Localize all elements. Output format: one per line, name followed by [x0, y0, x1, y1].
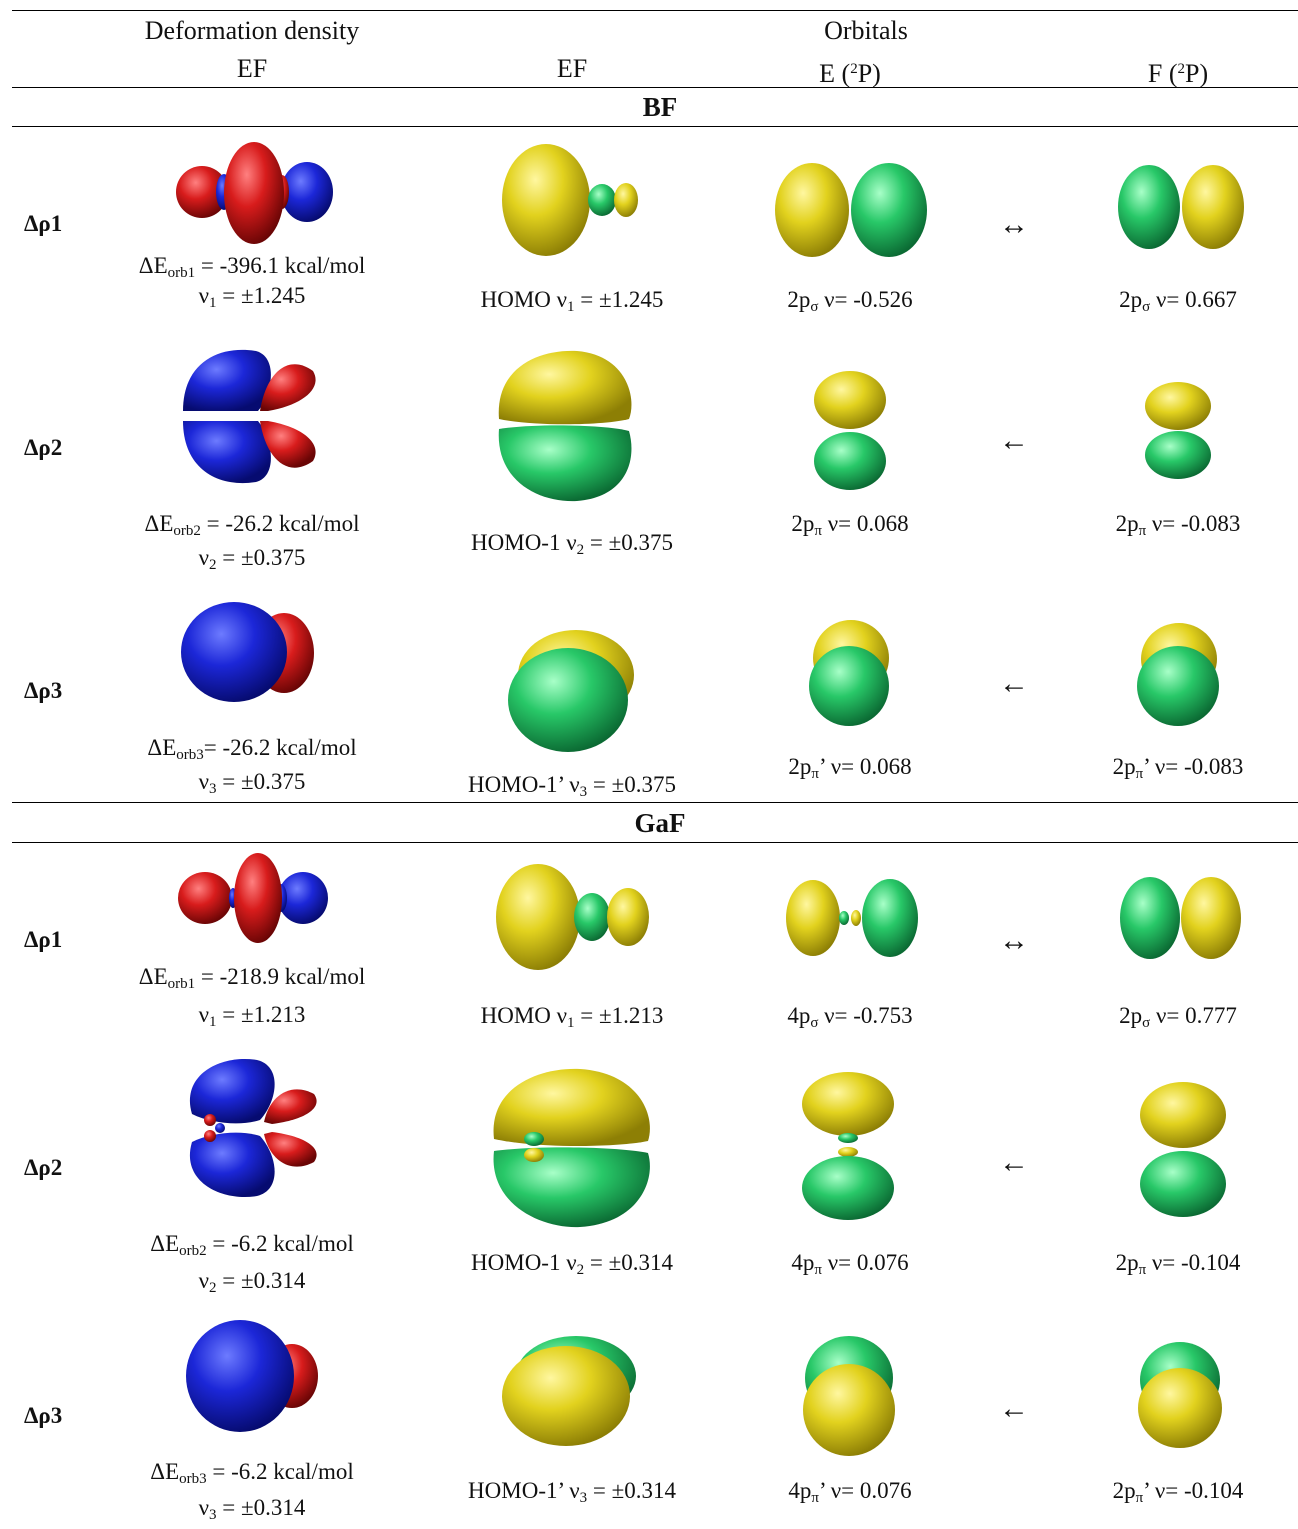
f-orbital-isosurface [1145, 382, 1211, 479]
deformation-density-isosurface [183, 349, 316, 484]
header-rule [12, 87, 1298, 88]
f-orbital-label: 2pπ’ ν= -0.104 [1112, 1478, 1244, 1506]
row-label: Δρ2 [24, 435, 63, 460]
e-orbital-isosurface [802, 1072, 894, 1220]
header-col-ef-2: EF [556, 54, 588, 83]
nu-label: ν1 = ±1.245 [198, 283, 306, 311]
section-rule-top-gaf [12, 802, 1298, 803]
top-rule [12, 10, 1298, 11]
f-orbital-label: 2pπ ν= -0.083 [1115, 511, 1241, 539]
homo-label: HOMO ν1 = ±1.213 [480, 1003, 664, 1031]
e-orbital-label: 2pπ ν= 0.068 [791, 511, 909, 539]
homo-isosurface [508, 630, 634, 752]
homo-label: HOMO ν1 = ±1.245 [480, 287, 664, 315]
e-orbital-isosurface [786, 879, 918, 957]
f-orbital-label: 2pσ ν= 0.667 [1119, 287, 1237, 315]
deformation-density-isosurface [176, 142, 333, 244]
section-title-bf: BF [642, 92, 678, 122]
header-deformation-density: Deformation density [144, 16, 360, 45]
interaction-arrow: ↔ [999, 208, 1029, 241]
homo-label: HOMO-1 ν2 = ±0.314 [471, 1250, 673, 1278]
header-col-ef-1: EF [236, 54, 268, 83]
nu-label: ν3 = ±0.314 [198, 1495, 306, 1523]
energy-label: ΔEorb2 = -26.2 kcal/mol [144, 511, 360, 539]
f-orbital-label: 2pπ’ ν= -0.083 [1112, 754, 1244, 782]
homo-label: HOMO-1’ ν3 = ±0.375 [468, 772, 676, 800]
deformation-density-isosurface [189, 1058, 317, 1198]
interaction-arrow: ← [999, 424, 1029, 457]
interaction-arrow: ← [999, 667, 1029, 700]
section-title-gaf: GaF [634, 808, 686, 838]
section-rule-bf [12, 126, 1298, 127]
e-orbital-isosurface [803, 1336, 895, 1456]
homo-isosurface [496, 864, 649, 970]
f-orbital-isosurface [1137, 623, 1219, 726]
nu-label: ν2 = ±0.375 [198, 545, 306, 573]
e-orbital-label: 4pσ ν= -0.753 [787, 1003, 913, 1031]
header-orbitals: Orbitals [824, 16, 908, 45]
row-label: Δρ1 [24, 211, 63, 236]
row-label: Δρ3 [24, 1403, 63, 1428]
f-orbital-isosurface [1118, 165, 1244, 249]
homo-isosurface [493, 1068, 650, 1228]
nu-label: ν3 = ±0.375 [198, 769, 306, 797]
interaction-arrow: ← [999, 1146, 1029, 1179]
e-orbital-label: 4pπ ν= 0.076 [791, 1250, 909, 1278]
deformation-density-isosurface [186, 1320, 318, 1432]
nu-label: ν1 = ±1.213 [198, 1002, 306, 1030]
header-col-f: F (2P) [1147, 59, 1209, 88]
f-orbital-isosurface [1138, 1342, 1222, 1448]
e-orbital-isosurface [814, 371, 886, 490]
row-label: Δρ1 [24, 927, 63, 952]
f-orbital-label: 2pπ ν= -0.104 [1115, 1250, 1241, 1278]
homo-label: HOMO-1 ν2 = ±0.375 [471, 530, 673, 558]
deformation-density-isosurface [178, 853, 328, 943]
e-orbital-isosurface [809, 620, 889, 726]
energy-label: ΔEorb3 = -6.2 kcal/mol [150, 1459, 354, 1487]
energy-label: ΔEorb1 = -396.1 kcal/mol [138, 253, 366, 281]
interaction-arrow: ↔ [999, 924, 1029, 957]
row-label: Δρ2 [24, 1155, 63, 1180]
homo-isosurface [498, 350, 632, 502]
deformation-density-isosurface [181, 602, 314, 702]
nu-label: ν2 = ±0.314 [198, 1268, 306, 1296]
section-rule-gaf [12, 842, 1298, 843]
energy-label: ΔEorb2 = -6.2 kcal/mol [150, 1231, 354, 1259]
e-orbital-label: 4pπ’ ν= 0.076 [788, 1478, 912, 1506]
interaction-arrow: ← [999, 1392, 1029, 1425]
homo-isosurface [502, 1336, 636, 1446]
energy-label: ΔEorb3= -26.2 kcal/mol [147, 735, 357, 763]
energy-label: ΔEorb1 = -218.9 kcal/mol [138, 964, 366, 992]
f-orbital-isosurface [1120, 877, 1241, 959]
header-col-e: E (2P) [819, 59, 881, 88]
f-orbital-isosurface [1140, 1082, 1226, 1217]
e-orbital-label: 2pπ’ ν= 0.068 [788, 754, 912, 782]
f-orbital-label: 2pσ ν= 0.777 [1119, 1003, 1237, 1031]
e-orbital-label: 2pσ ν= -0.526 [787, 287, 913, 315]
homo-isosurface [502, 144, 638, 256]
e-orbital-isosurface [775, 163, 927, 257]
homo-label: HOMO-1’ ν3 = ±0.314 [468, 1478, 676, 1506]
row-label: Δρ3 [24, 678, 63, 703]
